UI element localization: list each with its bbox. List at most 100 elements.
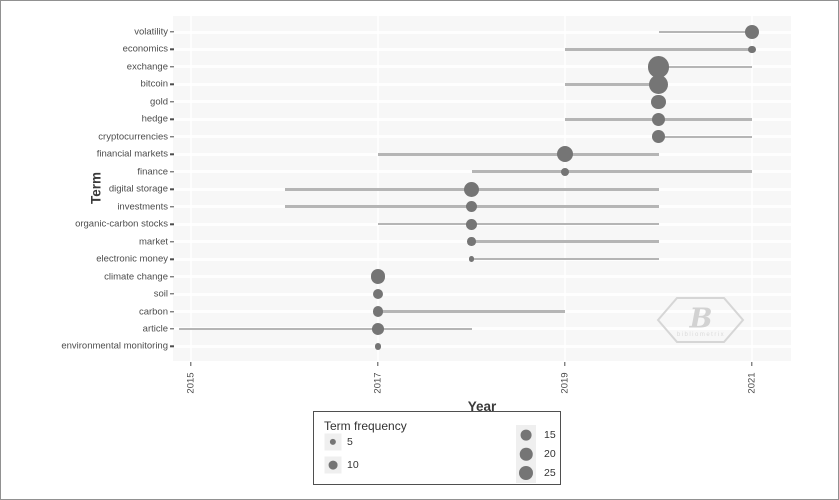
- x-tick-mark: [190, 362, 192, 366]
- y-axis-title: Term: [88, 171, 104, 205]
- term-frequency-bubble: [466, 218, 477, 230]
- y-tick-mark: [170, 83, 174, 86]
- y-tick-label: finance: [137, 166, 168, 178]
- legend-value-label: 25: [544, 467, 556, 479]
- y-tick-mark: [170, 345, 174, 348]
- term-span-line: [658, 135, 752, 139]
- legend: Term frequency 5 10 15 20 25: [313, 411, 561, 485]
- gridline-horizontal: [173, 327, 791, 331]
- term-frequency-bubble: [465, 201, 478, 213]
- term-span-line: [471, 257, 659, 261]
- legend-size-circle: [328, 460, 338, 470]
- y-tick-mark: [170, 328, 174, 330]
- term-frequency-bubble: [647, 56, 670, 78]
- y-tick-label: carbon: [138, 306, 168, 318]
- term-frequency-bubble: [748, 45, 756, 54]
- y-tick-mark: [170, 275, 174, 278]
- y-tick-mark: [170, 240, 174, 243]
- legend-size-circle: [519, 466, 533, 480]
- term-span-line: [658, 30, 752, 34]
- gridline-horizontal: [173, 65, 791, 69]
- y-tick-label: organic-carbon stocks: [75, 218, 168, 230]
- y-tick-label: climate change: [104, 271, 168, 283]
- legend-title: Term frequency: [324, 419, 407, 433]
- term-frequency-bubble: [556, 146, 574, 163]
- y-tick-label: market: [138, 236, 168, 248]
- term-frequency-bubble: [372, 306, 384, 317]
- term-span-line: [471, 170, 752, 174]
- term-frequency-bubble: [370, 269, 386, 284]
- gridline-horizontal: [173, 275, 791, 279]
- term-span-line: [378, 152, 659, 156]
- y-tick-label: exchange: [126, 61, 168, 73]
- gridline-horizontal: [173, 117, 791, 121]
- y-tick-label: electronic money: [96, 253, 168, 265]
- y-tick-mark: [170, 66, 174, 68]
- x-tick-mark: [564, 362, 566, 366]
- term-span-line: [565, 83, 659, 86]
- y-tick-mark: [170, 293, 174, 295]
- term-span-line: [179, 327, 472, 331]
- gridline-horizontal: [173, 82, 791, 86]
- y-tick-mark: [170, 171, 174, 173]
- legend-value-label: 15: [544, 429, 556, 441]
- gridline-horizontal: [173, 100, 791, 104]
- y-tick-mark: [170, 118, 174, 121]
- term-frequency-bubble: [372, 289, 384, 300]
- y-tick-label: article: [142, 323, 168, 335]
- y-tick-label: environmental monitoring: [61, 340, 168, 352]
- term-frequency-bubble: [561, 167, 569, 176]
- y-tick-label: bitcoin: [140, 78, 168, 90]
- bibliometrix-watermark: B bibliometrix: [651, 293, 751, 349]
- y-tick-mark: [170, 258, 174, 260]
- gridline-horizontal: [173, 344, 791, 348]
- y-tick-mark: [170, 153, 174, 155]
- y-tick-mark: [170, 136, 174, 138]
- gridline-horizontal: [173, 135, 791, 139]
- y-tick-label: hedge: [141, 113, 168, 125]
- term-frequency-bubble: [463, 181, 480, 197]
- legend-value-label: 10: [347, 459, 359, 471]
- term-frequency-bubble: [744, 24, 760, 40]
- y-tick-label: soil: [153, 288, 168, 300]
- term-frequency-bubble: [651, 112, 666, 126]
- term-frequency-bubble: [467, 237, 476, 246]
- watermark-text: bibliometrix: [676, 332, 726, 338]
- y-tick-mark: [170, 310, 174, 313]
- term-frequency-bubble: [468, 256, 475, 262]
- term-span-line: [378, 310, 565, 313]
- hexagon-icon: [656, 297, 745, 343]
- gridline-horizontal: [173, 47, 791, 51]
- y-tick-mark: [170, 188, 174, 190]
- x-axis-title: Year: [467, 399, 497, 414]
- legend-size-circle: [520, 429, 532, 441]
- gridline-vertical: [751, 16, 753, 361]
- y-tick-label: gold: [150, 96, 168, 108]
- x-tick-mark: [751, 362, 753, 366]
- legend-value-label: 20: [544, 448, 556, 460]
- gridline-horizontal: [173, 292, 791, 296]
- y-tick-label: volatility: [134, 26, 168, 38]
- y-tick-mark: [170, 223, 174, 225]
- y-tick-label: economics: [122, 43, 168, 55]
- gridline-vertical: [190, 16, 192, 361]
- legend-size-circle: [329, 438, 337, 446]
- y-tick-label: investments: [117, 201, 168, 213]
- term-frequency-bubble: [374, 343, 382, 350]
- term-span-line: [658, 65, 752, 69]
- y-tick-mark: [170, 101, 174, 103]
- gridline-horizontal: [173, 30, 791, 34]
- term-frequency-bubble: [651, 94, 666, 109]
- x-tick-label: 2017: [372, 372, 384, 394]
- y-tick-label: digital storage: [108, 183, 168, 195]
- legend-size-circle: [519, 447, 533, 461]
- y-tick-mark: [170, 48, 174, 51]
- x-tick-label: 2019: [559, 372, 571, 394]
- x-tick-mark: [377, 362, 379, 366]
- term-span-line: [471, 240, 659, 243]
- term-frequency-bubble: [652, 130, 665, 144]
- y-tick-mark: [170, 31, 174, 33]
- x-tick-label: 2021: [746, 372, 758, 394]
- x-tick-label: 2015: [185, 372, 197, 394]
